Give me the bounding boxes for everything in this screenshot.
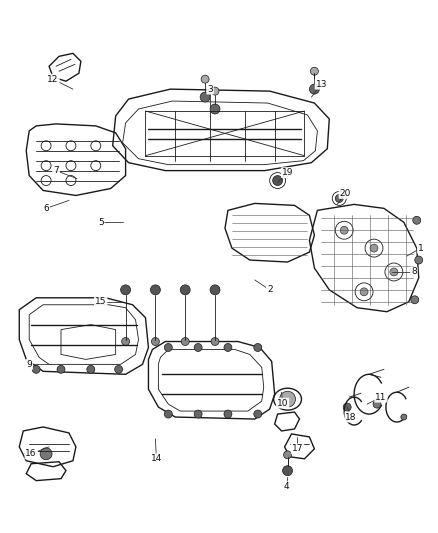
Circle shape xyxy=(152,337,159,345)
Circle shape xyxy=(87,365,95,373)
Text: 13: 13 xyxy=(316,79,327,88)
Text: 5: 5 xyxy=(98,218,104,227)
Text: 3: 3 xyxy=(207,85,213,94)
Circle shape xyxy=(224,343,232,351)
Text: 18: 18 xyxy=(346,413,357,422)
Circle shape xyxy=(201,75,209,83)
Text: 1: 1 xyxy=(418,244,424,253)
Text: 10: 10 xyxy=(277,399,288,408)
Circle shape xyxy=(311,67,318,75)
Text: 6: 6 xyxy=(43,204,49,213)
Circle shape xyxy=(164,410,172,418)
Circle shape xyxy=(180,285,190,295)
Circle shape xyxy=(373,400,381,408)
Circle shape xyxy=(340,226,348,234)
Circle shape xyxy=(150,285,160,295)
Circle shape xyxy=(309,84,319,94)
Text: 4: 4 xyxy=(284,482,290,491)
Circle shape xyxy=(57,365,65,373)
Text: 16: 16 xyxy=(25,449,37,458)
Circle shape xyxy=(254,410,262,418)
Circle shape xyxy=(40,448,52,460)
Circle shape xyxy=(401,414,407,420)
Circle shape xyxy=(279,391,296,407)
Circle shape xyxy=(210,104,220,114)
Text: 12: 12 xyxy=(47,75,59,84)
Text: 15: 15 xyxy=(95,297,106,306)
Circle shape xyxy=(211,337,219,345)
Circle shape xyxy=(224,410,232,418)
Circle shape xyxy=(415,256,423,264)
Circle shape xyxy=(335,195,343,203)
Circle shape xyxy=(211,87,219,95)
Circle shape xyxy=(370,244,378,252)
Circle shape xyxy=(32,365,40,373)
Circle shape xyxy=(411,296,419,304)
Circle shape xyxy=(210,285,220,295)
Circle shape xyxy=(360,288,368,296)
Circle shape xyxy=(194,343,202,351)
Circle shape xyxy=(120,285,131,295)
Text: 8: 8 xyxy=(411,268,417,277)
Circle shape xyxy=(343,403,351,411)
Circle shape xyxy=(273,175,283,185)
Circle shape xyxy=(283,451,292,459)
Text: 9: 9 xyxy=(26,360,32,369)
Circle shape xyxy=(254,343,262,351)
Text: 20: 20 xyxy=(339,189,351,198)
Circle shape xyxy=(181,337,189,345)
Circle shape xyxy=(115,365,123,373)
Circle shape xyxy=(164,343,172,351)
Circle shape xyxy=(194,410,202,418)
Text: 17: 17 xyxy=(292,445,303,454)
Circle shape xyxy=(283,466,293,475)
Circle shape xyxy=(413,216,421,224)
Text: 14: 14 xyxy=(151,454,162,463)
Circle shape xyxy=(390,268,398,276)
Text: 19: 19 xyxy=(282,168,293,177)
Circle shape xyxy=(122,337,130,345)
Text: 2: 2 xyxy=(267,285,272,294)
Text: 11: 11 xyxy=(375,393,387,402)
Circle shape xyxy=(200,92,210,102)
Text: 7: 7 xyxy=(53,166,59,175)
